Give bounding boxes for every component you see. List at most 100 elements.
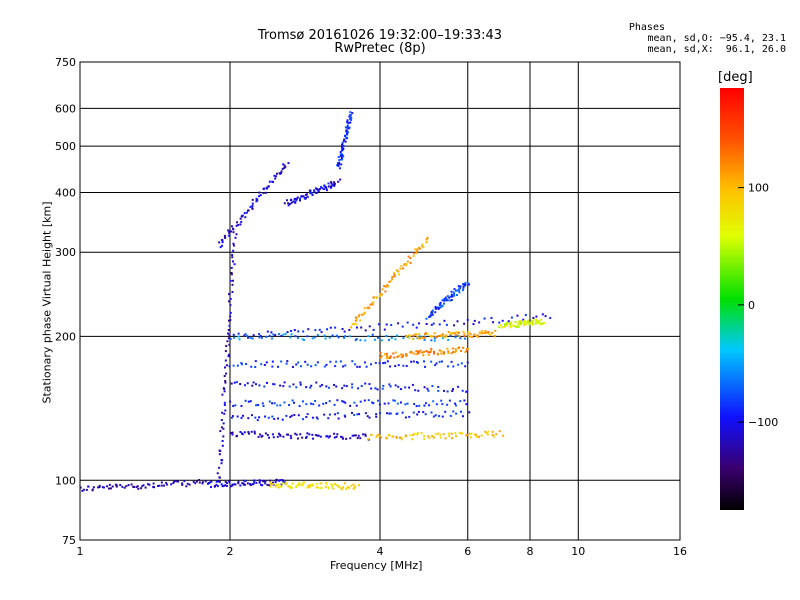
data-point xyxy=(357,434,360,437)
data-point xyxy=(260,336,263,339)
data-point xyxy=(374,387,377,390)
data-point xyxy=(235,233,238,236)
data-point xyxy=(303,197,306,200)
data-point xyxy=(231,256,234,259)
data-point xyxy=(345,385,348,388)
data-point xyxy=(295,363,298,366)
data-point xyxy=(342,365,345,368)
data-point xyxy=(351,434,354,437)
data-point xyxy=(335,334,338,337)
data-point xyxy=(355,318,358,321)
data-point xyxy=(523,321,526,324)
data-point xyxy=(378,295,381,298)
data-point xyxy=(233,483,236,486)
data-point xyxy=(221,485,224,488)
data-point xyxy=(391,276,394,279)
data-point xyxy=(274,485,277,488)
data-point xyxy=(331,334,334,337)
data-point xyxy=(271,481,274,484)
data-point xyxy=(343,482,346,485)
data-point xyxy=(527,321,530,324)
data-point xyxy=(466,433,469,436)
data-point xyxy=(259,433,262,436)
data-point xyxy=(476,334,479,337)
data-point xyxy=(237,335,240,338)
data-point xyxy=(287,202,290,205)
data-point xyxy=(243,334,246,337)
data-point xyxy=(430,348,433,351)
data-point xyxy=(436,306,439,309)
data-point xyxy=(444,410,447,413)
data-point xyxy=(528,323,531,326)
data-point xyxy=(301,338,304,341)
data-point xyxy=(351,383,354,386)
data-point xyxy=(201,481,204,484)
data-point xyxy=(364,339,367,342)
data-point xyxy=(401,325,404,328)
phase-stats-o: mean, sd,O: −95.4, 23.1 xyxy=(647,33,786,44)
data-point xyxy=(430,360,433,363)
data-point xyxy=(455,289,458,292)
data-point xyxy=(384,290,387,293)
data-point xyxy=(371,401,374,404)
data-point xyxy=(327,417,330,420)
data-point xyxy=(446,390,449,393)
data-point xyxy=(316,334,319,337)
data-point xyxy=(362,433,365,436)
data-point xyxy=(479,332,482,335)
data-point xyxy=(451,388,454,391)
data-point xyxy=(425,350,428,353)
data-point xyxy=(418,404,421,407)
data-point xyxy=(306,432,309,435)
data-point xyxy=(416,433,419,436)
data-point xyxy=(333,383,336,386)
data-point xyxy=(249,400,252,403)
data-point xyxy=(437,385,440,388)
data-point xyxy=(363,399,366,402)
data-point xyxy=(431,335,434,338)
data-point xyxy=(415,405,418,408)
data-point xyxy=(451,295,454,298)
data-point xyxy=(344,135,347,138)
data-point xyxy=(396,412,399,415)
data-point xyxy=(283,202,286,205)
data-point xyxy=(433,339,436,342)
data-point xyxy=(422,411,425,414)
data-point xyxy=(91,488,94,491)
data-point xyxy=(103,486,106,489)
data-point xyxy=(404,434,407,437)
data-point xyxy=(532,316,535,319)
data-point xyxy=(423,404,426,407)
data-point xyxy=(272,436,275,439)
data-point xyxy=(302,330,305,333)
data-point xyxy=(464,281,467,284)
data-point xyxy=(272,333,275,336)
data-point xyxy=(299,365,302,368)
data-point xyxy=(523,323,526,326)
data-point xyxy=(231,433,234,436)
data-point xyxy=(277,432,280,435)
data-point xyxy=(259,334,262,337)
data-point xyxy=(441,305,444,308)
data-point xyxy=(460,349,463,352)
data-point xyxy=(469,335,472,338)
data-point xyxy=(451,389,454,392)
data-point xyxy=(217,480,220,483)
data-point xyxy=(244,480,247,483)
data-point xyxy=(447,330,450,333)
data-point xyxy=(325,482,328,485)
data-point xyxy=(225,372,228,375)
data-point xyxy=(291,399,294,402)
data-point xyxy=(356,365,359,368)
data-point xyxy=(500,326,503,329)
data-point xyxy=(271,337,274,340)
data-point xyxy=(237,480,240,483)
data-point xyxy=(350,116,353,119)
data-point xyxy=(240,416,243,419)
data-point xyxy=(416,352,419,355)
data-point xyxy=(258,480,261,483)
data-point xyxy=(418,322,421,325)
data-point xyxy=(524,314,527,317)
data-point xyxy=(410,360,413,363)
data-point xyxy=(397,385,400,388)
